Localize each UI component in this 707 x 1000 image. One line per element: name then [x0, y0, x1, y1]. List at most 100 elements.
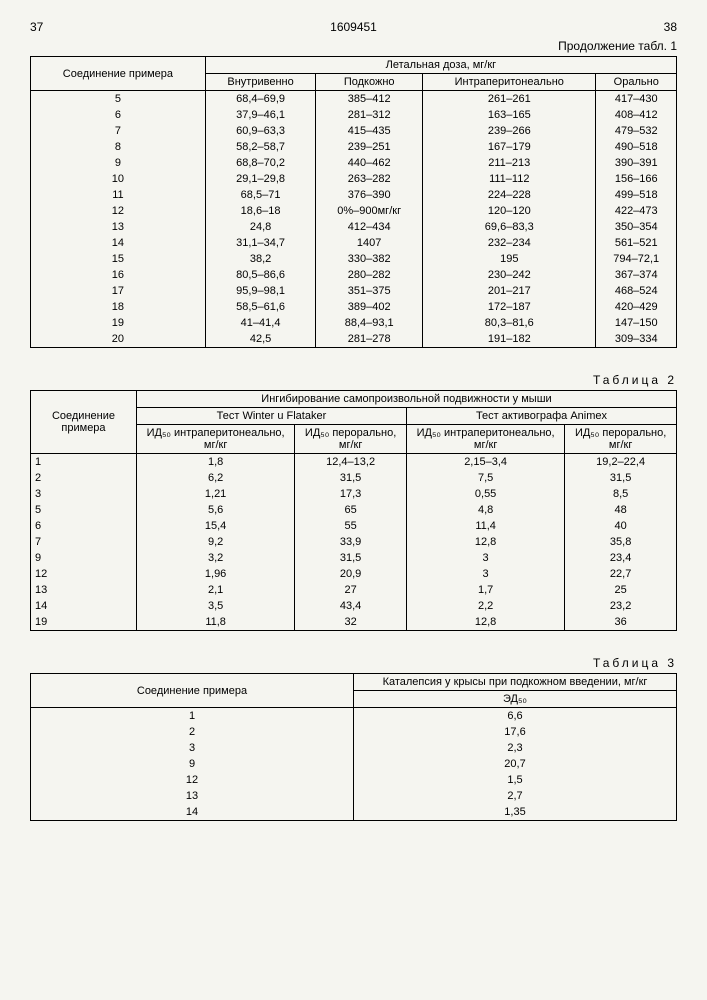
cell: 27	[295, 582, 407, 598]
cell: 48	[565, 502, 677, 518]
cell: 6,6	[354, 708, 677, 725]
table-row: 217,6	[31, 724, 677, 740]
cell: 12	[31, 203, 206, 219]
cell: 31,5	[295, 550, 407, 566]
cell: 18,6–18	[205, 203, 315, 219]
cell: 1407	[316, 235, 423, 251]
cell: 31,5	[565, 470, 677, 486]
cell: 58,2–58,7	[205, 139, 315, 155]
cell: 417–430	[596, 91, 677, 108]
t1-col4-header: Интраперитонеально	[423, 74, 596, 91]
cell: 6	[31, 107, 206, 123]
cell: 389–402	[316, 299, 423, 315]
cell: 147–150	[596, 315, 677, 331]
cell: 14	[31, 235, 206, 251]
cell: 55	[295, 518, 407, 534]
cell: 19,2–22,4	[565, 454, 677, 471]
table-1: Соединение примера Летальная доза, мг/кг…	[30, 56, 677, 348]
cell: 2	[31, 724, 354, 740]
t1-col5-header: Орально	[596, 74, 677, 91]
table-row: 1911,83212,836	[31, 614, 677, 631]
table-row: 568,4–69,9385–412261–261417–430	[31, 91, 677, 108]
cell: 172–187	[423, 299, 596, 315]
cell: 330–382	[316, 251, 423, 267]
cell: 111–112	[423, 171, 596, 187]
table-row: 615,45511,440	[31, 518, 677, 534]
cell: 120–120	[423, 203, 596, 219]
cell: 80,3–81,6	[423, 315, 596, 331]
cell: 3	[31, 486, 137, 502]
table-row: 11,812,4–13,22,15–3,419,2–22,4	[31, 454, 677, 471]
cell: 1,5	[354, 772, 677, 788]
table-row: 920,7	[31, 756, 677, 772]
table-row: 760,9–63,3415–435239–266479–532	[31, 123, 677, 139]
cell: 12	[31, 566, 137, 582]
cell: 167–179	[423, 139, 596, 155]
cell: 5,6	[136, 502, 294, 518]
cell: 0%–900мг/кг	[316, 203, 423, 219]
cell: 479–532	[596, 123, 677, 139]
cell: 23,2	[565, 598, 677, 614]
table-row: 132,7	[31, 788, 677, 804]
cell: 2	[31, 470, 137, 486]
t2-sub-b: Тест активографа Animex	[406, 408, 676, 425]
table-row: 16,6	[31, 708, 677, 725]
cell: 23,4	[565, 550, 677, 566]
cell: 17	[31, 283, 206, 299]
cell: 15	[31, 251, 206, 267]
table-row: 1168,5–71376–390224–228499–518	[31, 187, 677, 203]
cell: 263–282	[316, 171, 423, 187]
cell: 8,5	[565, 486, 677, 502]
cell: 9	[31, 550, 137, 566]
cell: 499–518	[596, 187, 677, 203]
table-row: 93,231,5323,4	[31, 550, 677, 566]
cell: 13	[31, 788, 354, 804]
cell: 1,7	[406, 582, 564, 598]
cell: 191–182	[423, 331, 596, 348]
cell: 80,5–86,6	[205, 267, 315, 283]
cell: 1,8	[136, 454, 294, 471]
t2-col4-header: ИД₅₀ интраперитонеально, мг/кг	[406, 425, 564, 454]
cell: 230–242	[423, 267, 596, 283]
cell: 201–217	[423, 283, 596, 299]
cell: 440–462	[316, 155, 423, 171]
cell: 88,4–93,1	[316, 315, 423, 331]
table-row: 79,233,912,835,8	[31, 534, 677, 550]
cell: 281–312	[316, 107, 423, 123]
cell: 36	[565, 614, 677, 631]
cell: 422–473	[596, 203, 677, 219]
cell: 40	[565, 518, 677, 534]
table-row: 143,543,42,223,2	[31, 598, 677, 614]
cell: 12,8	[406, 614, 564, 631]
cell: 412–434	[316, 219, 423, 235]
cell: 17,6	[354, 724, 677, 740]
cell: 37,9–46,1	[205, 107, 315, 123]
cell: 7	[31, 123, 206, 139]
cell: 163–165	[423, 107, 596, 123]
table-row: 1029,1–29,8263–282111–112156–166	[31, 171, 677, 187]
cell: 12,8	[406, 534, 564, 550]
cell: 95,9–98,1	[205, 283, 315, 299]
cell: 309–334	[596, 331, 677, 348]
cell: 38,2	[205, 251, 315, 267]
cell: 794–72,1	[596, 251, 677, 267]
cell: 32	[295, 614, 407, 631]
cell: 420–429	[596, 299, 677, 315]
cell: 468–524	[596, 283, 677, 299]
cell: 35,8	[565, 534, 677, 550]
cell: 12,4–13,2	[295, 454, 407, 471]
cell: 408–412	[596, 107, 677, 123]
table-row: 1795,9–98,1351–375201–217468–524	[31, 283, 677, 299]
table-row: 31,2117,30,558,5	[31, 486, 677, 502]
cell: 2,7	[354, 788, 677, 804]
cell: 5	[31, 502, 137, 518]
cell: 65	[295, 502, 407, 518]
cell: 12	[31, 772, 354, 788]
cell: 11,8	[136, 614, 294, 631]
cell: 2,3	[354, 740, 677, 756]
cell: 376–390	[316, 187, 423, 203]
cell: 195	[423, 251, 596, 267]
cell: 11	[31, 187, 206, 203]
t1-col3-header: Подкожно	[316, 74, 423, 91]
cell: 490–518	[596, 139, 677, 155]
